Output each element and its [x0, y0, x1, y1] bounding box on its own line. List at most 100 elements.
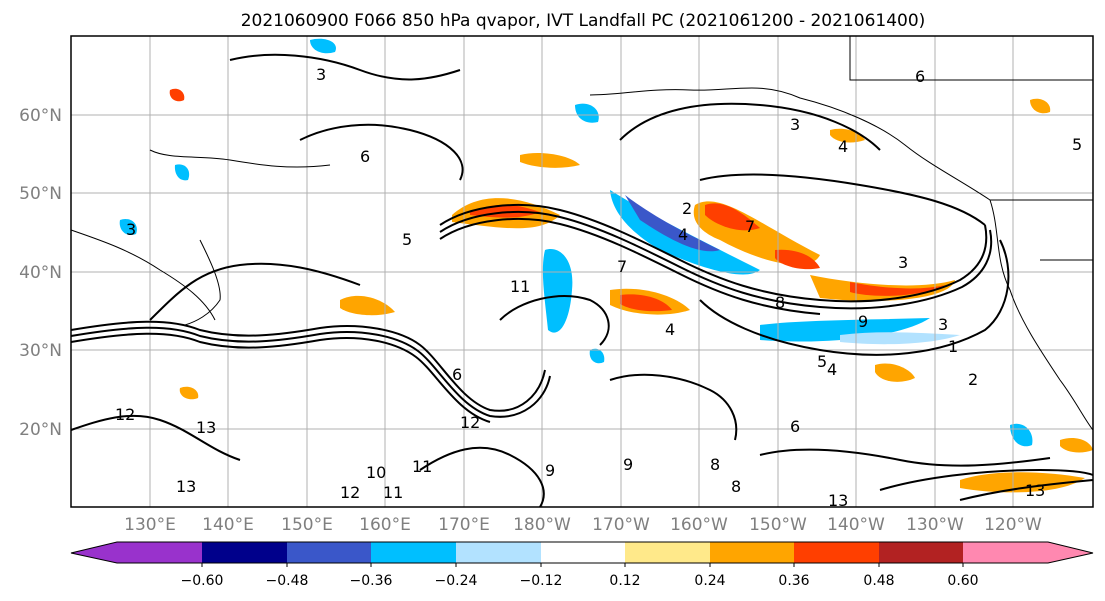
- colorbar-segment: [710, 542, 794, 563]
- map-panel: 3 6 3 4 5 6 5 3 2 4 7 8 3 11 7 9 4 6 3 1…: [70, 35, 1094, 510]
- colorbar-tick-label: 0.48: [863, 573, 894, 589]
- contour-label: 11: [412, 457, 432, 476]
- contour-label: 4: [827, 360, 837, 379]
- contour-label: 4: [678, 225, 688, 244]
- colorbar-tick-label: −0.60: [181, 573, 224, 589]
- colorbar-outline: [70, 541, 1094, 564]
- contour-label: 1: [948, 337, 958, 356]
- lon-label: 120°W: [984, 515, 1042, 535]
- positive-anomaly-region: [1030, 98, 1051, 114]
- positive-anomaly-region: [169, 88, 185, 102]
- contour-label: 9: [858, 312, 868, 331]
- contour-label: 9: [623, 455, 633, 474]
- contour-label: 4: [838, 137, 848, 156]
- negative-anomaly-region: [840, 332, 960, 345]
- contour-label: 12: [460, 413, 480, 432]
- figure-title: 2021060900 F066 850 hPa qvapor, IVT Land…: [241, 11, 926, 31]
- negative-anomaly-region: [174, 164, 190, 181]
- positive-anomaly-region: [875, 363, 915, 382]
- contour-label: 12: [115, 405, 135, 424]
- contour-label: 3: [316, 65, 326, 84]
- colorbar-tick-label: −0.36: [350, 573, 393, 589]
- contour-label: 8: [775, 293, 785, 312]
- positive-anomaly-region: [340, 295, 395, 316]
- ivt-contours: [70, 53, 1094, 508]
- contour-label: 5: [402, 230, 412, 249]
- colorbar-segment: [879, 542, 963, 563]
- lon-label: 170°W: [592, 515, 650, 535]
- coastlines: [70, 36, 1094, 431]
- negative-anomaly-region: [310, 38, 336, 54]
- longitude-labels: 130°E 140°E 150°E 160°E 170°E 180°W 170°…: [124, 515, 1042, 535]
- colorbar-tick-label: −0.12: [520, 573, 563, 589]
- contour-label: 3: [126, 220, 136, 239]
- contour-label: 5: [817, 352, 827, 371]
- contour-label: 11: [383, 483, 403, 502]
- contour-label: 3: [938, 315, 948, 334]
- colorbar-extend-high: [1048, 542, 1093, 563]
- gridlines: [71, 36, 1093, 507]
- lon-label: 140°W: [827, 515, 885, 535]
- lon-label: 130°E: [124, 515, 176, 535]
- lon-label: 170°E: [438, 515, 490, 535]
- negative-anomaly-region: [589, 348, 605, 364]
- lat-label: 60°N: [19, 106, 62, 126]
- lat-label: 40°N: [19, 263, 62, 283]
- contour-label: 13: [1025, 481, 1045, 500]
- colorbar-segment: [963, 542, 1048, 563]
- negative-anomaly-region: [610, 190, 760, 275]
- contour-label: 6: [452, 365, 462, 384]
- lon-label: 150°W: [749, 515, 807, 535]
- contour-label: 2: [968, 370, 978, 389]
- colorbar-tick-label: −0.24: [435, 573, 478, 589]
- contour-label: 8: [731, 477, 741, 496]
- contour-label: 13: [828, 491, 848, 510]
- contour-label: 12: [340, 483, 360, 502]
- map-frame: [70, 35, 1094, 508]
- lat-label: 50°N: [19, 184, 62, 204]
- negative-anomaly-region: [625, 195, 720, 252]
- colorbar-segment: [371, 542, 456, 563]
- colorbar-tick-label: −0.48: [266, 573, 309, 589]
- lon-label: 180°W: [513, 515, 571, 535]
- positive-anomaly-region: [1060, 438, 1093, 453]
- lon-label: 150°E: [281, 515, 333, 535]
- contour-label: 6: [790, 417, 800, 436]
- latitude-labels: 60°N 50°N 40°N 30°N 20°N: [19, 106, 62, 440]
- contour-labels: 3 6 3 4 5 6 5 3 2 4 7 8 3 11 7 9 4 6 3 1…: [115, 65, 1082, 510]
- colorbar-tick-label: 0.24: [694, 573, 725, 589]
- contour-label: 7: [617, 257, 627, 276]
- colorbar-segment: [794, 542, 879, 563]
- contour-label: 10: [366, 463, 386, 482]
- contour-label: 6: [360, 147, 370, 166]
- colorbar-segment: [287, 542, 371, 563]
- lon-label: 160°W: [670, 515, 728, 535]
- colorbar-tick-label: 0.36: [778, 573, 809, 589]
- negative-anomaly-region: [119, 218, 137, 236]
- colorbar-segment: [456, 542, 541, 563]
- lon-label: 140°E: [202, 515, 254, 535]
- negative-anomaly-region: [575, 103, 599, 123]
- colorbar-segment: [117, 542, 202, 563]
- contour-label: 5: [1072, 135, 1082, 154]
- contour-label: 6: [915, 67, 925, 86]
- colorbar-segment: [541, 542, 625, 563]
- negative-anomaly-region: [760, 318, 930, 342]
- contour-label: 3: [898, 253, 908, 272]
- colorbar: −0.60 −0.48 −0.36 −0.24 −0.12 0.12 0.24 …: [70, 541, 1094, 589]
- negative-anomaly-region: [542, 249, 573, 333]
- contour-label: 3: [790, 115, 800, 134]
- colorbar-extend-low: [71, 542, 117, 563]
- contour-label: 8: [710, 455, 720, 474]
- colorbar-ticks: [201, 563, 964, 567]
- colorbar-tick-label: 0.60: [947, 573, 978, 589]
- positive-anomaly-region: [179, 386, 199, 400]
- lon-label: 130°W: [906, 515, 964, 535]
- colorbar-segment: [202, 542, 287, 563]
- lat-label: 20°N: [19, 420, 62, 440]
- contour-label: 7: [745, 217, 755, 236]
- lon-label: 160°E: [359, 515, 411, 535]
- positive-anomaly-region: [520, 153, 580, 168]
- contour-label: 11: [510, 277, 530, 296]
